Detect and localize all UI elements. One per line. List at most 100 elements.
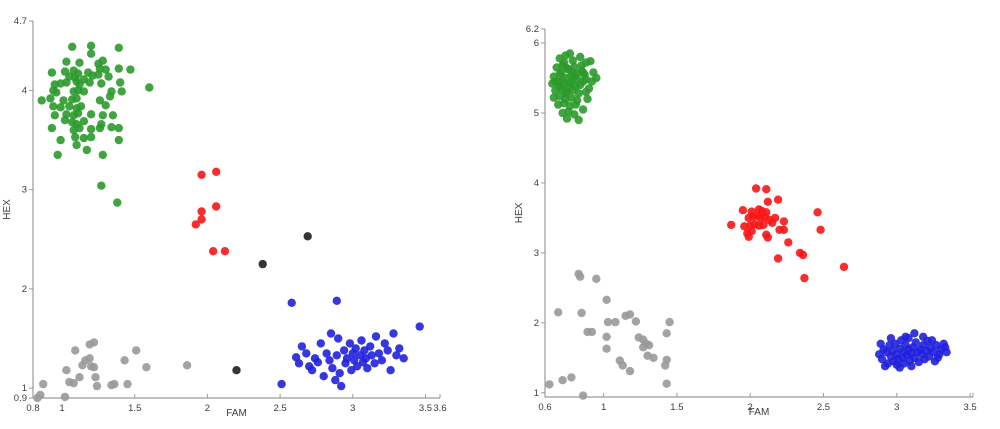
data-point (117, 87, 126, 96)
data-point (116, 78, 125, 87)
data-point (332, 296, 341, 305)
data-point (86, 49, 96, 58)
data-point (351, 344, 360, 353)
data-point (611, 317, 620, 327)
data-point (68, 42, 77, 51)
data-point (114, 43, 124, 52)
data-point (52, 88, 61, 97)
data-point (371, 332, 381, 341)
data-point (602, 332, 611, 341)
data-point (383, 346, 392, 355)
y-tick-label: 1 (534, 388, 539, 399)
x-tick-label: 2 (205, 403, 210, 414)
data-point (625, 366, 635, 376)
y-tick-label: 0.9 (14, 393, 27, 404)
x-tick-label: 1.5 (128, 403, 141, 414)
data-point (773, 254, 783, 263)
data-point (92, 381, 102, 391)
data-point (62, 57, 71, 66)
data-point (342, 354, 352, 363)
data-point (374, 349, 384, 358)
data-point (53, 150, 62, 160)
data-point (113, 198, 122, 207)
x-tick-label: 3 (894, 402, 899, 413)
data-point (56, 103, 65, 112)
data-point (47, 123, 57, 133)
data-point (86, 110, 96, 119)
data-point (389, 329, 398, 338)
x-tick-label: 0.8 (26, 403, 39, 414)
y-tick-label: 3 (534, 248, 539, 259)
data-point (79, 133, 89, 143)
data-point (919, 332, 928, 341)
x-axis-title: FAM (226, 408, 247, 419)
series-dual-positive-red (727, 184, 849, 283)
data-point (212, 167, 221, 176)
data-point (297, 342, 307, 351)
data-point (313, 358, 323, 367)
data-point (76, 102, 86, 111)
data-point (399, 354, 408, 363)
data-point (370, 359, 379, 368)
data-point (72, 94, 81, 103)
data-point (105, 92, 115, 101)
data-point (907, 362, 916, 371)
data-point (132, 346, 141, 355)
y-tick-label: 4 (534, 178, 539, 189)
data-point (325, 356, 334, 365)
data-point (197, 170, 206, 179)
data-point (773, 195, 783, 204)
data-point (367, 351, 376, 360)
data-point (779, 225, 789, 234)
data-point (784, 238, 793, 247)
data-point (114, 64, 124, 73)
data-point (577, 308, 586, 318)
data-point (567, 373, 576, 382)
data-point (114, 135, 124, 145)
data-point (294, 359, 304, 368)
x-tick-label: 1 (601, 402, 606, 413)
data-point (555, 82, 564, 91)
data-point (326, 329, 336, 338)
data-point (302, 349, 311, 358)
data-point (386, 366, 395, 375)
data-point (583, 94, 592, 104)
data-point (62, 78, 71, 87)
y-tick-label: 2 (534, 318, 539, 329)
data-point (554, 308, 563, 317)
data-point (337, 381, 346, 391)
x-tick-label: 0.6 (538, 402, 551, 413)
data-point (578, 105, 588, 114)
data-point (562, 63, 572, 73)
data-point (665, 317, 674, 327)
data-point (581, 87, 591, 97)
data-point (380, 339, 389, 348)
data-point (576, 272, 585, 281)
data-point (839, 262, 849, 272)
data-point (779, 217, 789, 226)
data-point (880, 362, 890, 371)
data-point (800, 273, 809, 283)
y-tick-label: 4 (22, 85, 27, 96)
data-point (47, 68, 57, 77)
y-axis-title: HEX (514, 202, 525, 223)
data-point (277, 379, 286, 389)
y-tick-label: 2 (22, 284, 27, 295)
data-point (335, 369, 344, 378)
data-point (82, 145, 92, 155)
data-point (911, 338, 920, 347)
data-point (95, 123, 105, 133)
series-hex-positive-green (548, 49, 601, 125)
data-point (331, 375, 340, 385)
data-point (85, 78, 94, 87)
y-tick-label: 1 (22, 383, 27, 394)
data-point (62, 366, 71, 375)
series-fam-positive-blue (875, 329, 951, 372)
data-point (182, 361, 192, 370)
data-point (107, 123, 116, 132)
data-point (197, 207, 206, 216)
data-point (123, 379, 132, 389)
data-point (126, 65, 135, 74)
data-point (763, 233, 772, 242)
data-point (562, 114, 572, 123)
